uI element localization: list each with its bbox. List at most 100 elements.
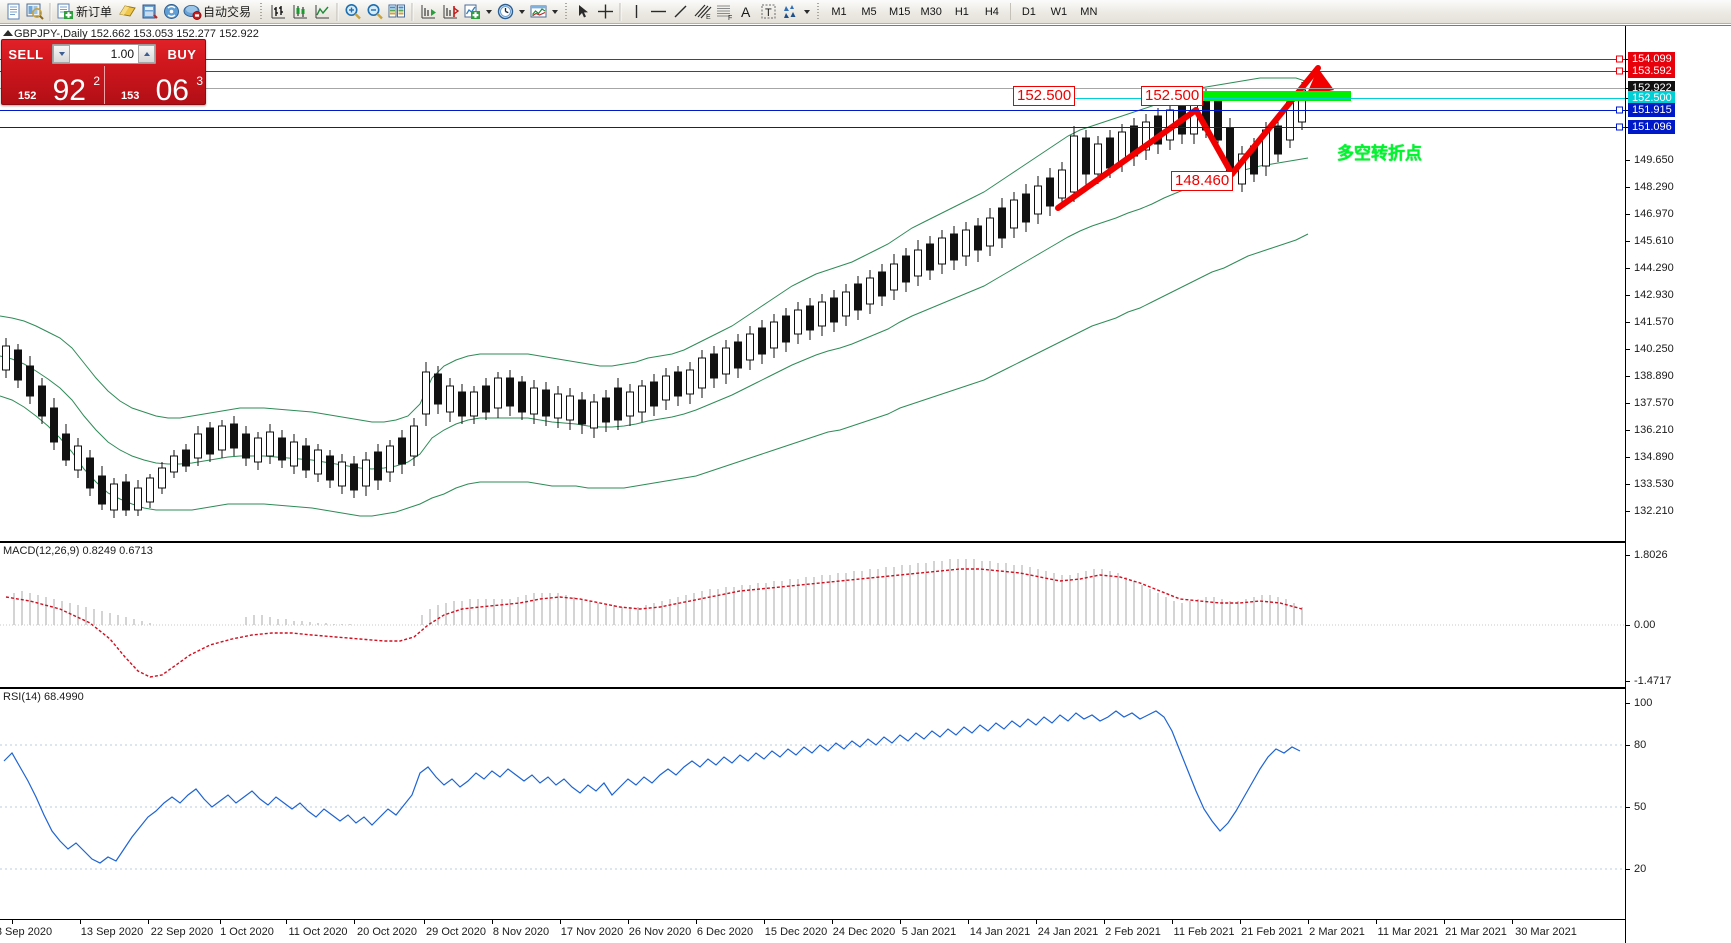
price-line-handle-151096[interactable] [1616,123,1623,131]
xtick-1: 13 Sep 2020 [80,926,144,938]
ytick-149650: 149.650 [1634,154,1674,166]
volume-input[interactable]: 1.00 [110,47,134,61]
vertical-line-icon[interactable] [625,1,647,23]
timeframe-m15[interactable]: M15 [889,5,911,18]
price-line-handle-154099[interactable] [1616,55,1623,63]
price-line-154099[interactable] [0,59,1625,60]
price-scale[interactable]: 149.650 148.290 146.970 145.610 144.290 … [1626,26,1731,541]
timeframe-m5[interactable]: M5 [861,5,877,18]
autoscroll-icon[interactable] [417,1,439,23]
horizontal-line-icon[interactable] [647,1,669,23]
ytick-145610: 145.610 [1634,235,1674,247]
xtick-3: 1 Oct 2020 [220,926,274,938]
objects-list-icon[interactable] [779,1,801,23]
volume-increment-button[interactable] [138,45,155,63]
buy-price[interactable]: 153 06 3 [104,66,207,106]
new-order-button[interactable]: 新订单 [55,1,116,23]
annotation-148460[interactable]: 148.460 [1171,171,1234,191]
time-axis [0,919,1625,943]
macd-ytick-max: 1.8026 [1634,549,1668,561]
macd-scale[interactable]: 1.8026 0.00 -1.4717 [1626,545,1731,687]
xtick-13: 5 Jan 2021 [901,926,957,938]
trendline-icon[interactable] [669,1,691,23]
ytick-140250: 140.250 [1634,343,1674,355]
zoom-in-icon[interactable] [342,1,364,23]
xtick-6: 29 Oct 2020 [426,926,486,938]
periods-dropdown-caret[interactable] [516,1,527,23]
volume-stepper[interactable]: 1.00 [52,44,156,64]
rsi-scale[interactable]: 100 80 50 20 [1626,691,1731,919]
market-watch-icon[interactable] [24,1,46,23]
xtick-4: 11 Oct 2020 [288,926,348,938]
chart-window-icon[interactable] [386,1,408,23]
new-chart-icon[interactable] [2,1,24,23]
line-chart-icon[interactable] [311,1,333,23]
macd-rsi-separator[interactable] [0,687,1625,689]
rsi-line [3,710,1301,864]
timeframe-m30[interactable]: M30 [920,5,942,18]
price-line-151915[interactable] [0,110,1625,111]
zoom-out-icon[interactable] [364,1,386,23]
timeframe-mn[interactable]: MN [1080,5,1098,18]
ytick-137570: 137.570 [1634,397,1674,409]
ytick-136210: 136.210 [1634,424,1674,436]
crosshair-icon[interactable] [594,1,616,23]
rsi-ytick-20: 20 [1634,863,1647,875]
metaeditor-icon[interactable] [116,1,138,23]
chart-canvas[interactable]: GBPJPY-,Daily 152.662 153.053 152.277 15… [0,25,1731,943]
chart-shift-icon[interactable] [439,1,461,23]
annotation-turning-point[interactable]: 多空转折点 [1337,144,1422,163]
text-label-icon[interactable]: T [757,1,779,23]
sell-price-point: 2 [93,74,100,88]
indicators-icon[interactable] [461,1,483,23]
periods-icon[interactable] [494,1,516,23]
sell-price-main: 92 [52,74,86,107]
timeframe-h4[interactable]: H4 [984,5,999,18]
xtick-18: 21 Feb 2021 [1241,926,1303,938]
templates-icon[interactable] [527,1,549,23]
macd-ytick-zero: 0.00 [1634,619,1656,631]
price-line-153592[interactable] [0,71,1625,72]
xtick-15: 24 Jan 2021 [1037,926,1099,938]
equidistant-channel-icon[interactable]: E [691,1,713,23]
ytick-142930: 142.930 [1634,289,1674,301]
autotrading-button[interactable]: 自动交易 [182,1,255,23]
buy-button[interactable]: BUY [167,46,197,62]
target-line-152500[interactable] [1074,98,1625,99]
one-click-trading-panel[interactable]: SELL 1.00 BUY 152 92 2 153 06 3 [1,39,207,107]
ytick-133530: 133.530 [1634,478,1674,490]
svg-text:T: T [765,7,772,19]
cursor-icon[interactable] [572,1,594,23]
timeframe-h1[interactable]: H1 [954,5,969,18]
signals-icon[interactable] [160,1,182,23]
price-macd-separator[interactable] [0,541,1625,543]
symbol-collapse-icon[interactable] [3,30,13,36]
price-tag-151096: 151.096 [1628,120,1675,134]
text-icon[interactable]: A [735,1,757,23]
volume-decrement-button[interactable] [53,45,70,63]
price-line-handle-153592[interactable] [1616,67,1623,75]
timeframe-w1[interactable]: W1 [1050,5,1068,18]
templates-dropdown-caret[interactable] [549,1,560,23]
fibonacci-retracement-icon[interactable]: F [713,1,735,23]
sell-price[interactable]: 152 92 2 [2,66,104,107]
bar-chart-icon[interactable] [267,1,289,23]
timeframe-m1[interactable]: M1 [831,5,847,18]
price-line-151096[interactable] [0,127,1625,128]
buy-price-point: 3 [196,74,203,88]
current-price-line-152922 [0,88,1625,89]
indicators-dropdown-caret[interactable] [483,1,494,23]
sell-button[interactable]: SELL [8,46,44,62]
annotation-152500-left[interactable]: 152.500 [1013,86,1076,106]
xtick-19: 2 Mar 2021 [1309,926,1365,938]
expert-advisors-icon[interactable] [138,1,160,23]
objects-dropdown-caret[interactable] [801,1,812,23]
rsi-ytick-80: 80 [1634,739,1647,751]
annotation-152500-right[interactable]: 152.500 [1141,86,1204,106]
price-line-handle-151915[interactable] [1616,106,1623,114]
timeframe-d1[interactable]: D1 [1021,5,1036,18]
macd-histogram [13,559,1303,625]
candlestick-chart-icon[interactable] [289,1,311,23]
xtick-5: 20 Oct 2020 [357,926,417,938]
